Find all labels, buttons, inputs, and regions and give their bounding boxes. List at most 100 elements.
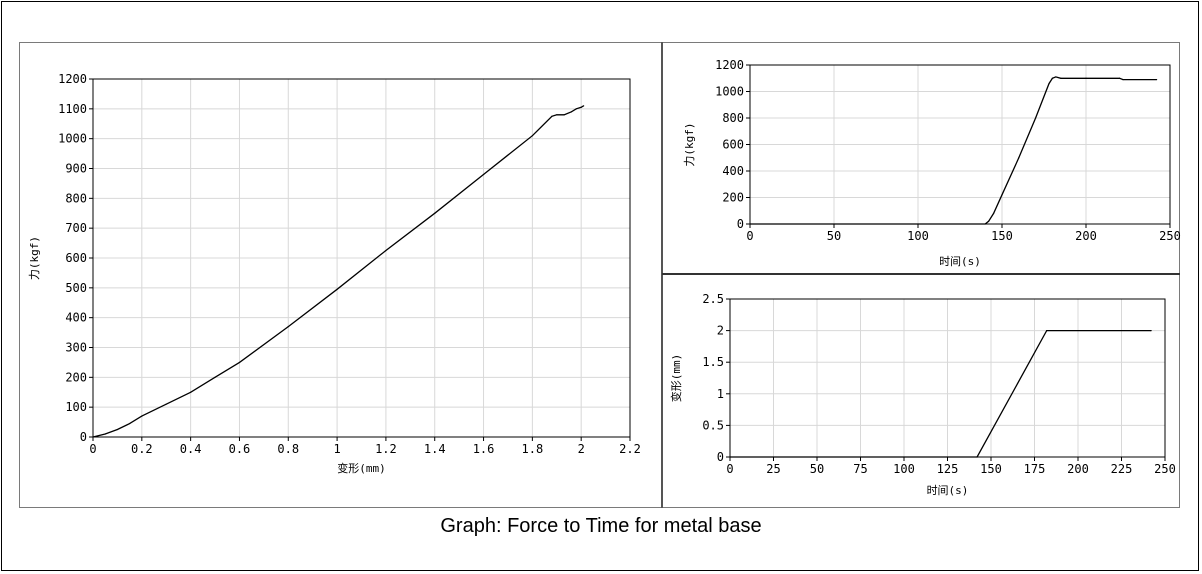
x-axis-label: 变形(mm)	[337, 461, 386, 475]
x-axis-label: 时间(s)	[927, 484, 969, 497]
x-axis-label: 时间(s)	[939, 255, 981, 268]
y-tick-label: 200	[722, 191, 744, 205]
data-point	[1085, 77, 1087, 79]
x-tick-label: 1	[333, 442, 340, 456]
x-tick-label: 250	[1154, 462, 1176, 476]
y-tick-label: 1200	[58, 72, 87, 86]
panel-divider-vertical	[661, 42, 663, 508]
x-tick-label: 25	[766, 462, 780, 476]
data-point	[482, 173, 485, 176]
y-tick-label: 2	[717, 324, 724, 338]
data-point	[1001, 194, 1003, 196]
panel-divider-horizontal	[662, 273, 1180, 275]
data-point	[1048, 82, 1050, 85]
figure-caption: Graph: Force to Time for metal base	[440, 515, 762, 537]
y-tick-label: 100	[65, 400, 87, 414]
x-tick-label: 175	[1024, 462, 1046, 476]
x-tick-label: 1.4	[424, 442, 446, 456]
data-point	[238, 361, 241, 364]
data-point	[92, 436, 94, 438]
y-tick-label: 0.5	[702, 418, 724, 432]
x-tick-label: 200	[1067, 462, 1089, 476]
data-point	[987, 220, 990, 222]
data-point	[287, 326, 289, 328]
data-point	[1035, 117, 1037, 119]
data-point	[575, 108, 577, 110]
y-tick-label: 0	[80, 430, 87, 444]
data-point	[1055, 76, 1057, 78]
x-tick-label: 150	[980, 462, 1002, 476]
data-point	[385, 249, 387, 252]
data-point	[104, 433, 106, 435]
data-point	[749, 223, 751, 225]
y-tick-label: 900	[65, 162, 87, 176]
y-tick-label: 700	[65, 221, 87, 235]
x-tick-label: 0	[726, 462, 733, 476]
y-tick-label: 1000	[58, 132, 87, 146]
x-tick-label: 100	[893, 462, 915, 476]
x-tick-label: 200	[1075, 229, 1097, 243]
data-point	[984, 223, 986, 225]
x-tick-label: 0.8	[277, 442, 299, 456]
data-point	[551, 115, 553, 117]
x-tick-label: 2.2	[619, 442, 641, 456]
y-tick-label: 400	[722, 164, 744, 178]
y-tick-label: 1	[717, 387, 724, 401]
data-point	[141, 415, 143, 417]
data-point	[1060, 77, 1062, 79]
y-tick-label: 200	[65, 370, 87, 384]
x-tick-label: 250	[1159, 229, 1181, 243]
x-tick-label: 50	[810, 462, 824, 476]
data-point	[1150, 330, 1152, 332]
data-point	[434, 212, 436, 214]
data-point	[116, 428, 119, 431]
data-point	[583, 105, 585, 107]
y-tick-label: 500	[65, 281, 87, 295]
data-point	[993, 212, 995, 214]
y-axis-label: 力(kgf)	[683, 122, 696, 166]
x-tick-label: 100	[907, 229, 929, 243]
data-point	[336, 288, 338, 290]
x-tick-label: 1.6	[473, 442, 495, 456]
data-point	[563, 114, 565, 116]
data-point	[1155, 78, 1158, 81]
y-tick-label: 0	[737, 217, 744, 231]
x-tick-label: 75	[853, 462, 867, 476]
x-tick-label: 0.6	[229, 442, 251, 456]
data-point	[1122, 78, 1124, 81]
y-tick-label: 800	[65, 191, 87, 205]
x-tick-label: 0	[89, 442, 96, 456]
y-tick-label: 1.5	[702, 355, 724, 369]
y-tick-label: 800	[722, 111, 744, 125]
data-point	[1119, 77, 1121, 79]
data-point	[190, 391, 192, 393]
x-tick-label: 150	[991, 229, 1013, 243]
x-tick-label: 0	[746, 229, 753, 243]
data-point	[165, 403, 167, 405]
y-axis-label: 变形(mm)	[669, 354, 683, 403]
x-tick-label: 1.8	[522, 442, 544, 456]
x-tick-label: 125	[937, 462, 959, 476]
y-tick-label: 2.5	[702, 292, 724, 306]
y-tick-label: 1200	[715, 58, 744, 72]
data-point	[570, 111, 573, 113]
data-point	[129, 422, 131, 425]
y-tick-label: 1100	[58, 102, 87, 116]
x-tick-label: 0.2	[131, 442, 153, 456]
data-point	[976, 456, 978, 458]
series-line	[92, 105, 584, 438]
data-point	[580, 106, 582, 108]
x-tick-label: 50	[827, 229, 841, 243]
x-tick-label: 1.2	[375, 442, 397, 456]
data-point	[531, 135, 533, 137]
data-point	[1018, 157, 1020, 159]
x-tick-label: 2	[578, 442, 585, 456]
charts-panel	[19, 42, 1180, 508]
series-line	[730, 329, 1152, 458]
data-point	[729, 456, 731, 458]
x-tick-label: 225	[1111, 462, 1133, 476]
x-tick-label: 0.4	[180, 442, 202, 456]
